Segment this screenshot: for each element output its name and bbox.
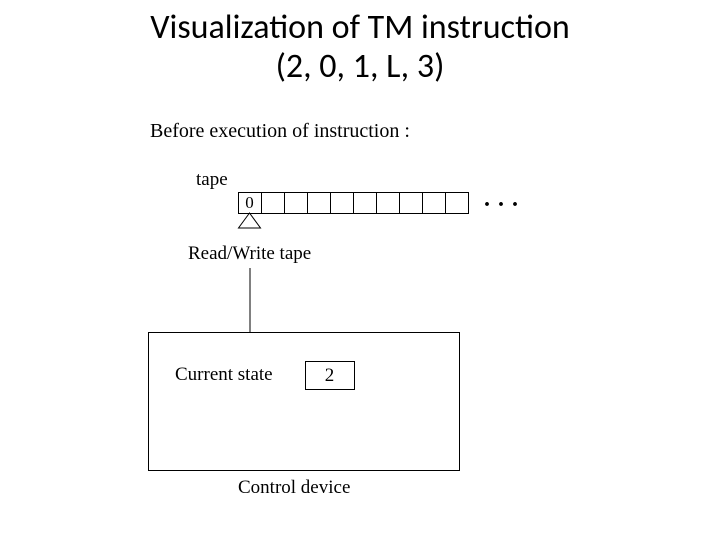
tape-cell: [446, 193, 469, 214]
control-device-label: Control device: [238, 477, 350, 499]
diagram-svg: 02: [0, 0, 720, 540]
tape-cell: [285, 193, 308, 214]
tape-cell: [400, 193, 423, 214]
tape-cell: [262, 193, 285, 214]
tape-cell: [331, 193, 354, 214]
current-state-label: Current state: [175, 364, 273, 386]
read-write-label: Read/Write tape: [188, 243, 311, 265]
state-value: 2: [325, 365, 335, 386]
rw-head-triangle: [239, 213, 261, 228]
tape-cell: [423, 193, 446, 214]
tape-cell: [354, 193, 377, 214]
tape-cell: [377, 193, 400, 214]
tape-ellipsis: . . .: [484, 186, 519, 213]
tape-cell: [308, 193, 331, 214]
tape-cell-value: 0: [245, 193, 254, 212]
control-device-box: [149, 333, 460, 471]
